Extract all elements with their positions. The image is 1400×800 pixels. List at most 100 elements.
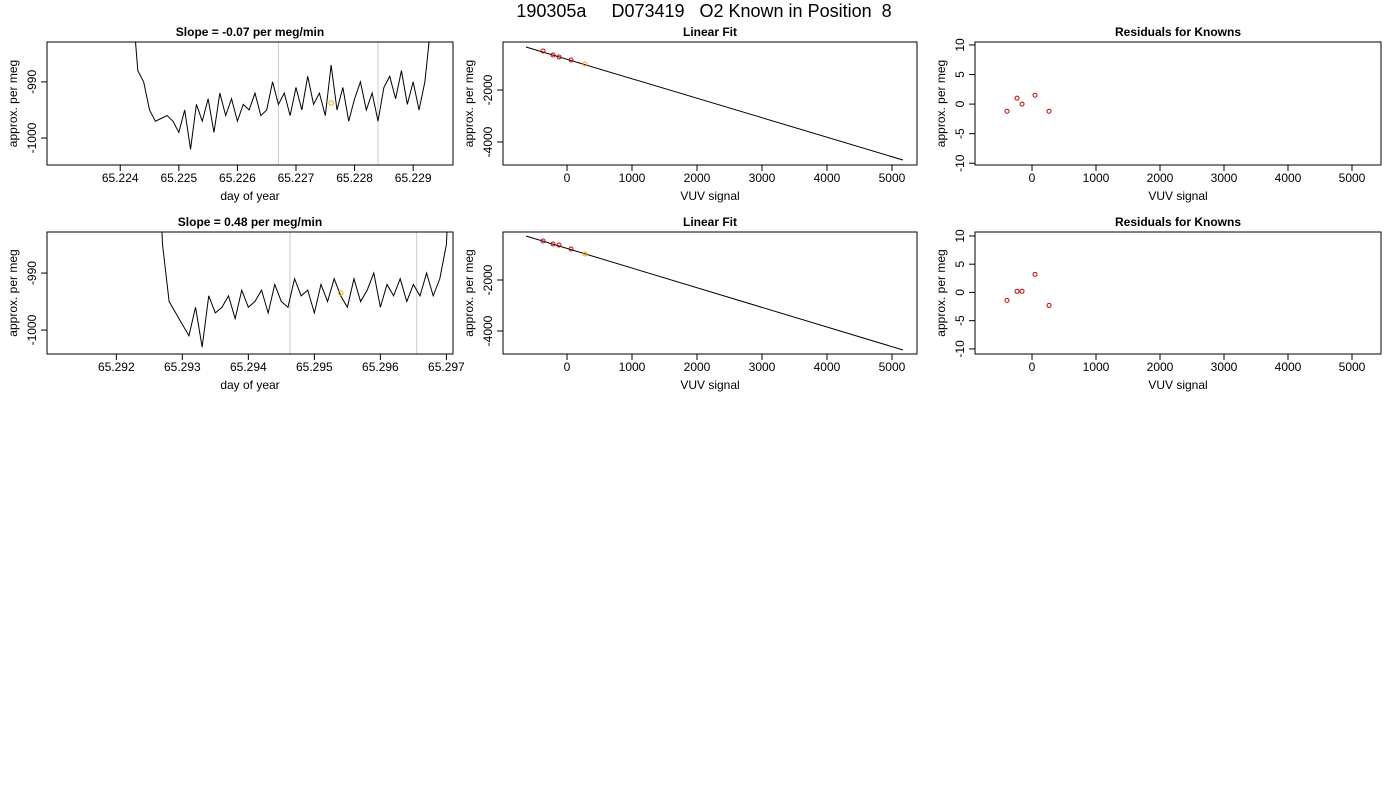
y-tick-label: 5	[953, 261, 967, 268]
highlight-point	[582, 61, 588, 67]
highlight-point	[328, 100, 334, 106]
y-tick-label: 0	[953, 100, 967, 107]
x-tick-label: 1000	[1083, 360, 1110, 374]
panel: Linear Fit VUV signal approx. per meg 0 1000…	[462, 25, 918, 203]
x-axis-label: VUV signal	[680, 378, 739, 392]
panel: Linear Fit VUV signal approx. per meg 0 1000…	[462, 215, 918, 392]
plot-frame	[974, 41, 1382, 166]
panel-title: Residuals for Knowns	[1115, 215, 1241, 229]
plot-area	[525, 46, 904, 161]
x-tick-label: 1000	[619, 360, 646, 374]
x-axis-label: VUV signal	[1148, 378, 1207, 392]
x-tick-label: 3000	[749, 360, 776, 374]
point	[1014, 288, 1020, 294]
x-tick-label: 4000	[814, 360, 841, 374]
y-tick-label: 10	[953, 229, 967, 243]
x-tick-label: 3000	[1211, 360, 1238, 374]
y-tick-label: -2000	[481, 74, 495, 105]
point	[1019, 101, 1025, 107]
plot-area	[135, 42, 430, 165]
x-tick-label: 0	[564, 360, 571, 374]
plot-area	[161, 232, 448, 354]
plot-frame	[46, 231, 454, 355]
x-tick-label: 3000	[749, 171, 776, 185]
panel-title: Linear Fit	[683, 215, 737, 229]
point	[1032, 92, 1038, 98]
panel: Residuals for Knowns VUV signal approx. pe…	[934, 25, 1382, 203]
point	[550, 52, 556, 58]
x-tick-label: 4000	[1275, 360, 1302, 374]
point	[568, 57, 574, 63]
y-axis-label: approx. per meg	[934, 60, 948, 147]
x-tick-label: 2000	[1147, 171, 1174, 185]
fit-line	[525, 235, 904, 351]
x-tick-label: 2000	[684, 360, 711, 374]
y-tick-label: -1000	[25, 314, 39, 345]
x-tick-label: 5000	[879, 360, 906, 374]
point	[1032, 271, 1038, 277]
x-tick-label: 65.224	[102, 171, 139, 185]
x-tick-label: 65.229	[395, 171, 432, 185]
point	[568, 246, 574, 252]
panel: Slope = -0.07 per meg/min day of year appr…	[6, 25, 454, 203]
x-tick-label: 65.227	[278, 171, 315, 185]
y-tick-label: -4000	[481, 315, 495, 346]
x-tick-label: 0	[1029, 171, 1036, 185]
highlight-point	[582, 251, 588, 257]
x-axis-label: VUV signal	[680, 189, 739, 203]
x-tick-label: 65.228	[336, 171, 373, 185]
point	[1014, 95, 1020, 101]
plot-frame	[502, 41, 918, 166]
highlight-point	[338, 290, 344, 296]
x-axis-label: day of year	[220, 378, 279, 392]
panel-title: Slope = -0.07 per meg/min	[176, 25, 324, 39]
point	[556, 242, 562, 248]
y-tick-label: -990	[25, 70, 39, 94]
y-tick-label: 0	[953, 289, 967, 296]
y-tick-label: -1000	[25, 122, 39, 153]
plot-area	[1004, 271, 1052, 308]
y-axis-label: approx. per meg	[6, 60, 20, 147]
x-tick-label: 4000	[1275, 171, 1302, 185]
x-tick-label: 5000	[1339, 171, 1366, 185]
main-title: 190305a D073419 O2 Known in Position 8	[516, 1, 891, 21]
x-tick-label: 65.296	[362, 360, 399, 374]
x-tick-label: 4000	[814, 171, 841, 185]
x-tick-label: 5000	[879, 171, 906, 185]
y-tick-label: -4000	[481, 126, 495, 157]
x-tick-label: 65.295	[296, 360, 333, 374]
point	[1046, 108, 1052, 114]
panel: Residuals for Knowns VUV signal approx. pe…	[934, 215, 1382, 392]
x-tick-label: 65.226	[219, 171, 256, 185]
y-tick-label: -990	[25, 261, 39, 285]
plot-frame	[502, 231, 918, 355]
x-tick-label: 5000	[1339, 360, 1366, 374]
series-line	[161, 232, 448, 348]
panel: Slope = 0.48 per meg/min day of year appro…	[6, 215, 465, 392]
panel-title: Slope = 0.48 per meg/min	[178, 215, 322, 229]
panel-title: Linear Fit	[683, 25, 737, 39]
y-tick-label: -2000	[481, 264, 495, 295]
y-tick-label: -5	[953, 315, 967, 326]
x-tick-label: 65.292	[98, 360, 135, 374]
series-line	[135, 42, 430, 150]
x-tick-label: 65.297	[428, 360, 465, 374]
x-axis-label: VUV signal	[1148, 189, 1207, 203]
x-tick-label: 0	[1029, 360, 1036, 374]
point	[556, 54, 562, 60]
x-tick-label: 2000	[1147, 360, 1174, 374]
y-tick-label: 10	[953, 38, 967, 52]
y-tick-label: -10	[953, 154, 967, 172]
plot-frame	[46, 41, 454, 166]
x-tick-label: 3000	[1211, 171, 1238, 185]
point	[540, 238, 546, 244]
y-axis-label: approx. per meg	[6, 249, 20, 336]
point	[1019, 288, 1025, 294]
point	[540, 48, 546, 54]
point	[1004, 297, 1010, 303]
x-tick-label: 1000	[1083, 171, 1110, 185]
y-axis-label: approx. per meg	[462, 249, 476, 336]
y-tick-label: -5	[953, 128, 967, 139]
point	[1004, 108, 1010, 114]
x-tick-label: 65.225	[160, 171, 197, 185]
